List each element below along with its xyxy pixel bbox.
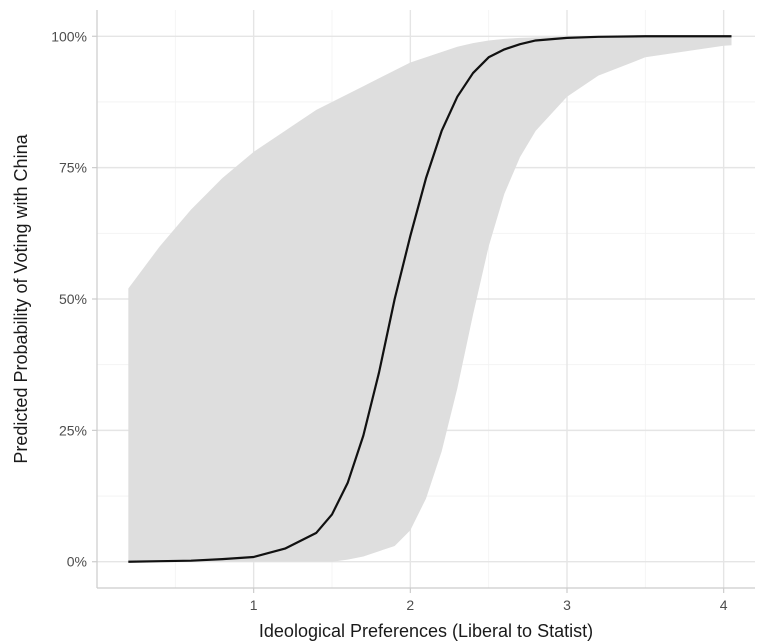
y-tick-label: 0% bbox=[67, 554, 87, 570]
y-tick-label: 100% bbox=[51, 28, 87, 44]
y-axis-ticks: 0% 25% 50% 75% 100% bbox=[51, 28, 97, 570]
y-axis-title: Predicted Probability of Voting with Chi… bbox=[11, 133, 31, 463]
confidence-band bbox=[128, 36, 732, 562]
x-axis-title: Ideological Preferences (Liberal to Stat… bbox=[259, 621, 593, 641]
x-tick-label: 1 bbox=[250, 597, 258, 613]
x-tick-label: 2 bbox=[406, 597, 414, 613]
y-tick-label: 25% bbox=[59, 422, 87, 438]
y-tick-label: 75% bbox=[59, 160, 87, 176]
x-tick-label: 3 bbox=[563, 597, 571, 613]
x-tick-label: 4 bbox=[720, 597, 728, 613]
y-tick-label: 50% bbox=[59, 291, 87, 307]
predicted-probability-line bbox=[128, 35, 732, 563]
x-axis-ticks: 1 2 3 4 bbox=[250, 588, 728, 613]
